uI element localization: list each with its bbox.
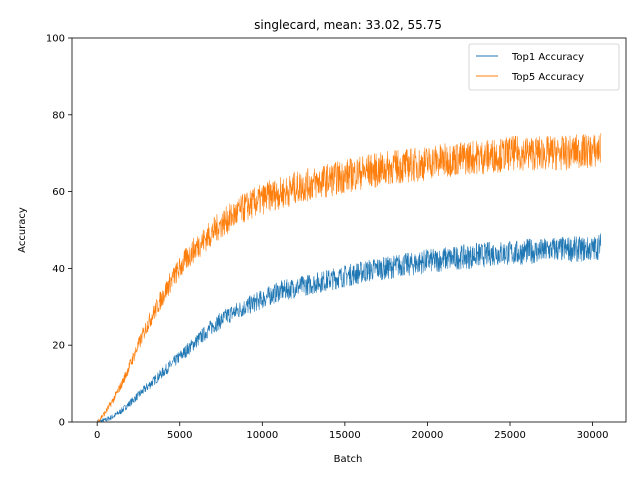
x-tick-label: 15000	[329, 430, 361, 441]
y-axis-ticks: 0 20 40 60 80 100	[46, 34, 72, 429]
x-tick-label: 0	[94, 430, 100, 441]
x-tick-label: 10000	[246, 430, 278, 441]
y-tick-label: 100	[46, 34, 65, 45]
chart-title: singlecard, mean: 33.02, 55.75	[254, 18, 442, 32]
y-tick-label: 0	[59, 418, 65, 429]
x-tick-label: 30000	[577, 430, 609, 441]
legend-label-top1: Top1 Accuracy	[511, 52, 584, 63]
legend-label-top5: Top5 Accuracy	[511, 72, 584, 83]
legend-box	[468, 43, 620, 91]
y-axis-label: Accuracy	[17, 207, 28, 253]
plot-lines	[96, 133, 602, 423]
x-tick-label: 20000	[412, 430, 444, 441]
x-axis-ticks: 0 5000 10000 15000 20000 25000 30000	[94, 422, 608, 441]
y-tick-label: 60	[52, 187, 65, 198]
series-line-top1	[96, 233, 602, 423]
x-tick-label: 25000	[494, 430, 526, 441]
legend: Top1 Accuracy Top5 Accuracy	[468, 43, 620, 91]
y-tick-label: 40	[52, 264, 65, 275]
x-axis-label: Batch	[334, 454, 363, 465]
y-tick-label: 80	[52, 110, 65, 121]
series-line-top5	[96, 133, 602, 423]
x-tick-label: 5000	[167, 430, 192, 441]
plot-frame	[71, 37, 627, 423]
y-tick-label: 20	[52, 341, 65, 352]
